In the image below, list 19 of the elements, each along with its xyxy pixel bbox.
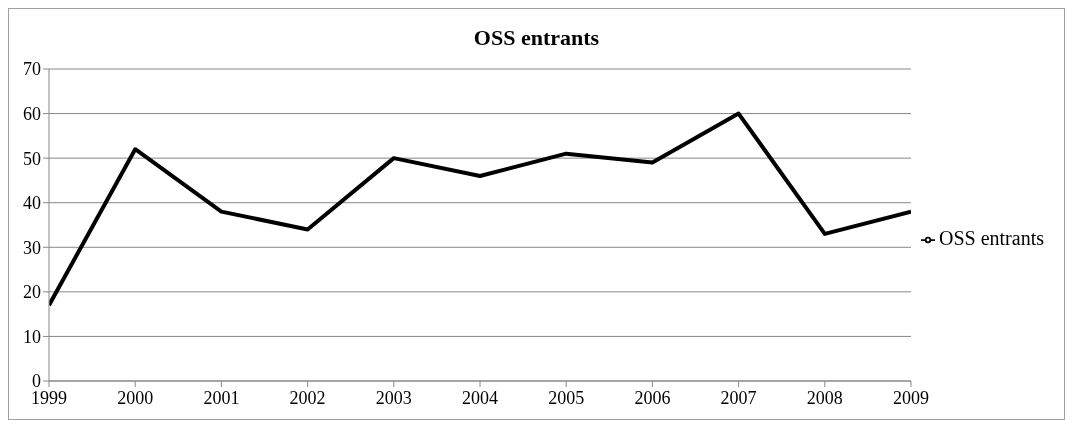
x-tick-label: 2003 [375, 387, 412, 408]
x-tick-label: 2005 [548, 387, 585, 408]
y-tick-label: 10 [23, 326, 41, 347]
x-tick-label: 2000 [117, 387, 154, 408]
x-tick-label: 2009 [893, 387, 929, 408]
y-tick-label: 30 [23, 237, 41, 258]
y-tick-label: 50 [23, 148, 41, 169]
y-tick-label: 40 [23, 193, 41, 214]
x-tick-label: 2006 [634, 387, 671, 408]
legend-label: OSS entrants [939, 226, 1044, 249]
x-tick-label: 2008 [806, 387, 843, 408]
chart-title: OSS entrants [472, 24, 601, 52]
x-tick-label: 2001 [203, 387, 240, 408]
y-tick-label: 20 [23, 282, 41, 303]
y-tick-label: 60 [23, 103, 41, 124]
x-tick-label: 2004 [462, 387, 498, 408]
y-tick-label: 70 [23, 59, 41, 80]
x-tick-label: 2007 [720, 387, 757, 408]
x-tick-label: 2002 [289, 387, 326, 408]
